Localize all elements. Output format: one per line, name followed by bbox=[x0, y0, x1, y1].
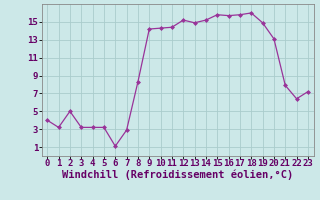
X-axis label: Windchill (Refroidissement éolien,°C): Windchill (Refroidissement éolien,°C) bbox=[62, 170, 293, 180]
